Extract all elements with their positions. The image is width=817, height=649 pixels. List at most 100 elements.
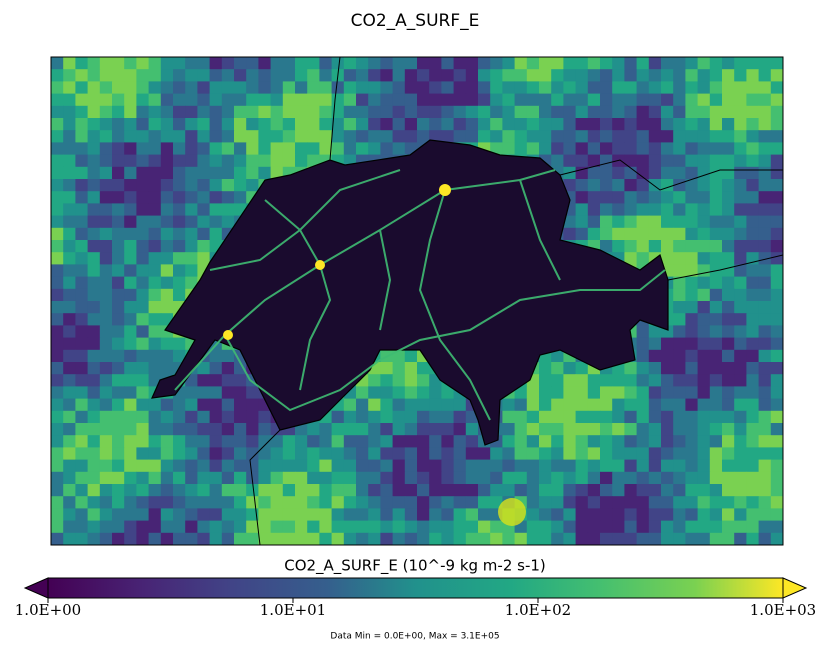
map-cell (149, 191, 162, 204)
map-cell (722, 130, 735, 143)
map-cell (63, 313, 76, 326)
map-cell (698, 130, 711, 143)
map-cell (51, 81, 64, 94)
map-cell (173, 179, 186, 192)
map-cell (673, 338, 686, 351)
map-cell (466, 57, 479, 70)
map-cell (393, 142, 406, 155)
map-cell (380, 447, 393, 460)
map-cell (466, 447, 479, 460)
map-cell (112, 460, 125, 473)
map-cell (722, 142, 735, 155)
map-cell (234, 411, 247, 424)
map-cell (746, 508, 759, 521)
map-cell (51, 386, 64, 399)
map-cell (710, 423, 723, 436)
colorbar (48, 578, 783, 598)
map-cell (368, 472, 381, 485)
map-cell (746, 350, 759, 363)
map-cell (600, 228, 613, 241)
map-cell (295, 57, 308, 70)
map-cell (771, 130, 784, 143)
map-cell (258, 484, 271, 497)
map-cell (75, 301, 88, 314)
map-cell (356, 81, 369, 94)
map-cell (637, 57, 650, 70)
map-cell (661, 496, 674, 509)
map-cell (429, 94, 442, 107)
map-cell (588, 118, 601, 131)
map-cell (283, 496, 296, 509)
map-cell (100, 179, 113, 192)
map-cell (649, 130, 662, 143)
map-cell (173, 496, 186, 509)
map-cell (319, 508, 332, 521)
map-cell (722, 350, 735, 363)
map-cell (124, 289, 137, 302)
map-cell (258, 81, 271, 94)
map-cell (283, 57, 296, 70)
map-cell (405, 460, 418, 473)
map-cell (527, 399, 540, 412)
map-cell (124, 325, 137, 338)
map-cell (368, 533, 381, 546)
map-cell (100, 240, 113, 253)
map-cell (63, 155, 76, 168)
map-cell (600, 106, 613, 119)
map-cell (502, 423, 515, 436)
map-cell (673, 472, 686, 485)
map-cell (75, 57, 88, 70)
map-cell (502, 69, 515, 82)
map-cell (319, 533, 332, 546)
map-cell (173, 264, 186, 277)
map-cell (246, 179, 259, 192)
map-cell (75, 496, 88, 509)
map-cell (75, 325, 88, 338)
map-cell (393, 411, 406, 424)
map-cell (356, 521, 369, 534)
map-cell (405, 521, 418, 534)
map-cell (368, 447, 381, 460)
map-cell (100, 57, 113, 70)
map-cell (51, 264, 64, 277)
map-cell (759, 69, 772, 82)
map-cell (344, 81, 357, 94)
map-cell (405, 57, 418, 70)
map-cell (673, 411, 686, 424)
map-cell (576, 191, 589, 204)
map-cell (295, 142, 308, 155)
map-cell (454, 423, 467, 436)
map-cell (612, 411, 625, 424)
map-cell (319, 496, 332, 509)
map-cell (551, 533, 564, 546)
map-cell (600, 399, 613, 412)
map-cell (380, 399, 393, 412)
map-cell (698, 142, 711, 155)
map-cell (112, 362, 125, 375)
map-cell (124, 216, 137, 229)
map-cell (393, 447, 406, 460)
map-cell (576, 460, 589, 473)
figure: CO2_A_SURF_E CO2_A_SURF_E (10^-9 kg m-2 … (0, 0, 817, 649)
map-cell (197, 435, 210, 448)
map-cell (246, 106, 259, 119)
map-cell (734, 435, 747, 448)
map-cell (746, 57, 759, 70)
map-cell (136, 240, 149, 253)
map-cell (746, 118, 759, 131)
map-cell (51, 496, 64, 509)
map-cell (698, 191, 711, 204)
map-cell (612, 155, 625, 168)
map-cell (63, 435, 76, 448)
map-cell (356, 460, 369, 473)
map-cell (563, 142, 576, 155)
map-cell (722, 338, 735, 351)
map-cell (173, 521, 186, 534)
map-cell (136, 155, 149, 168)
map-cell (698, 57, 711, 70)
map-cell (649, 69, 662, 82)
map-cell (685, 240, 698, 253)
map-cell (51, 240, 64, 253)
map-cell (563, 167, 576, 180)
map-cell (429, 411, 442, 424)
